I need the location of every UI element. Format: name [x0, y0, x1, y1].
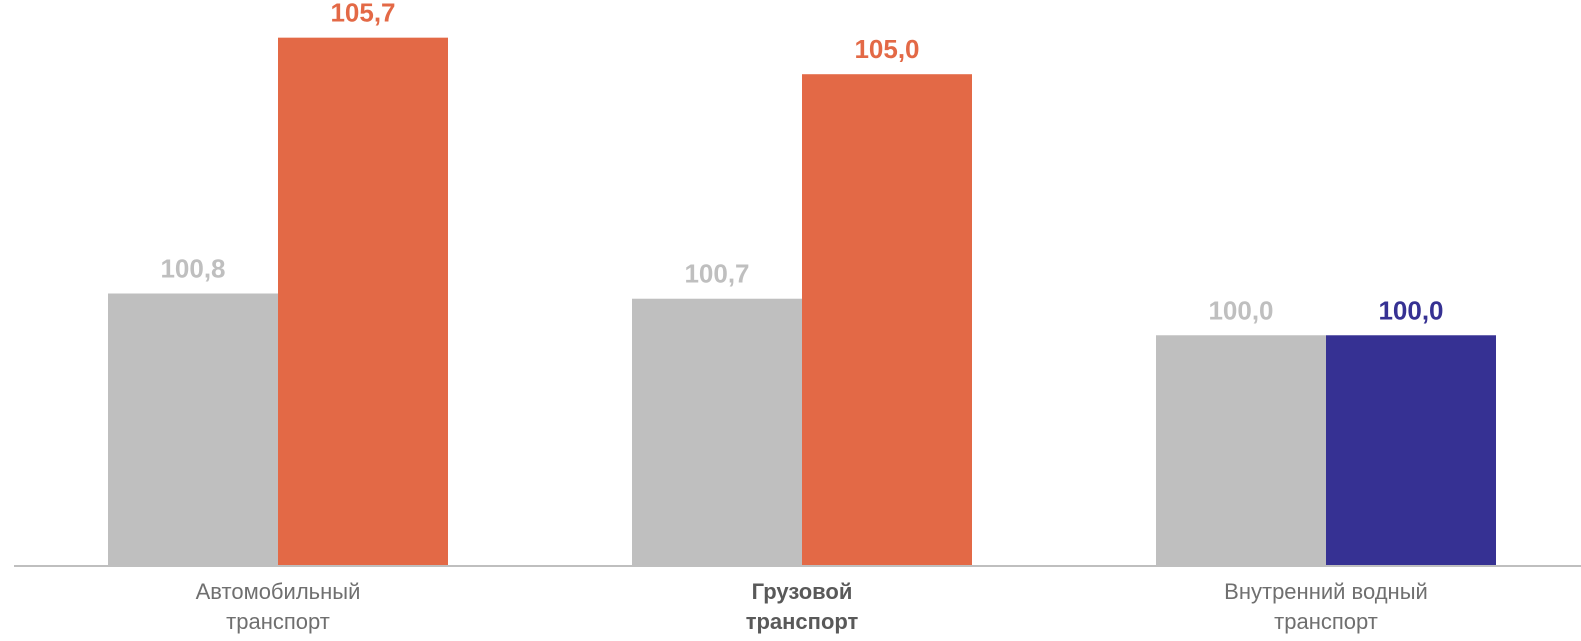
value-label-series2-cat3: 100,0 — [1378, 295, 1443, 325]
value-label-series1-cat1: 100,8 — [160, 254, 225, 284]
bar-series1-cat1 — [108, 293, 278, 565]
bars-layer — [108, 37, 1496, 566]
bar-series2-cat2 — [802, 74, 972, 565]
category-label-2: Грузовой транспорт — [746, 579, 859, 634]
category-label-1: Автомобильный транспорт — [196, 579, 361, 634]
value-label-series2-cat1: 105,7 — [330, 0, 395, 28]
bar-series1-cat3 — [1156, 335, 1326, 565]
category-label-3: Внутренний водный транспорт — [1224, 579, 1428, 634]
bar-series2-cat1 — [278, 37, 448, 566]
value-labels-layer: 100,8 100,7 100,0 105,7 105,0 100,0 — [160, 0, 1443, 325]
bar-series2-cat3 — [1326, 335, 1496, 565]
value-label-series1-cat3: 100,0 — [1208, 295, 1273, 325]
value-label-series1-cat2: 100,7 — [684, 259, 749, 289]
bar-series1-cat2 — [632, 298, 802, 565]
category-labels-layer: Автомобильный транспорт Грузовой транспорт В… — [196, 579, 1428, 634]
value-label-series2-cat2: 105,0 — [854, 34, 919, 64]
